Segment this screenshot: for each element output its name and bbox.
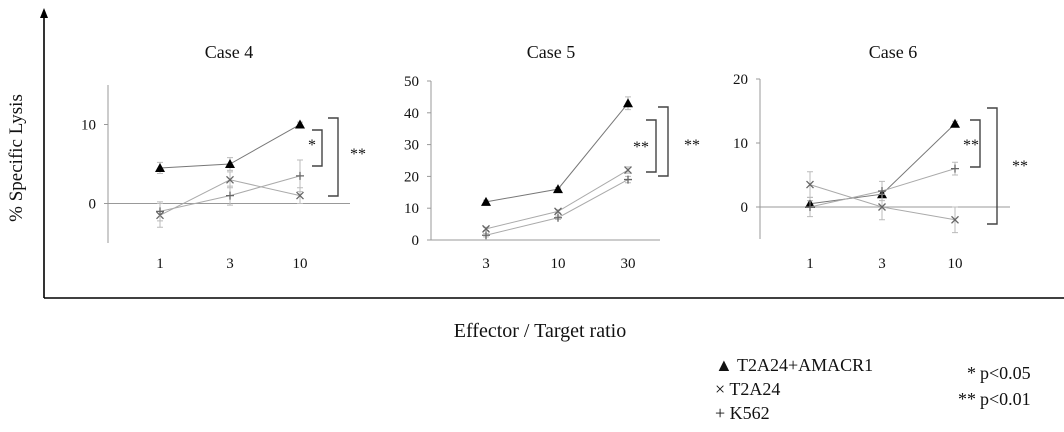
x-tick-label: 10 bbox=[551, 256, 566, 272]
x-tick-label: 3 bbox=[878, 256, 886, 272]
y-tick-label: 20 bbox=[733, 72, 748, 88]
significance-marker: ** bbox=[963, 137, 979, 154]
significance-bracket bbox=[646, 119, 657, 173]
plus-marker bbox=[482, 231, 490, 240]
triangle-marker bbox=[481, 196, 491, 206]
asterisk-icon: * bbox=[967, 363, 976, 383]
legend-label: T2A24 bbox=[729, 379, 781, 399]
plus-marker bbox=[156, 207, 164, 216]
x-tick-label: 30 bbox=[621, 256, 636, 272]
significance-marker: ** bbox=[684, 137, 700, 154]
significance-marker: * bbox=[308, 137, 316, 154]
outer-axes bbox=[40, 8, 1064, 299]
x-marker bbox=[226, 175, 234, 184]
legend-label: K562 bbox=[729, 403, 770, 423]
double-asterisk-icon: ** bbox=[958, 389, 976, 409]
y-tick-label: 30 bbox=[404, 138, 419, 154]
significance-bracket bbox=[312, 129, 323, 167]
panel-title: Case 5 bbox=[527, 42, 576, 62]
legend-label: T2A24+AMACR1 bbox=[737, 355, 874, 375]
series-triangle bbox=[481, 96, 633, 206]
cross-icon: × bbox=[715, 379, 726, 399]
triangle-marker bbox=[950, 118, 960, 128]
triangle-marker bbox=[623, 98, 633, 108]
significance-bracket bbox=[987, 107, 998, 225]
series-plus bbox=[806, 161, 959, 218]
significance-bracket bbox=[658, 106, 669, 177]
triangle-marker bbox=[155, 162, 165, 172]
y-tick-label: 0 bbox=[412, 233, 420, 249]
significance-label: p<0.05 bbox=[980, 363, 1031, 383]
x-marker bbox=[624, 166, 632, 174]
x-marker bbox=[296, 191, 304, 200]
plus-icon: + bbox=[715, 403, 726, 423]
plus-marker bbox=[878, 187, 886, 195]
x-marker bbox=[554, 207, 562, 216]
x-tick-label: 3 bbox=[226, 256, 234, 272]
series-x bbox=[482, 166, 632, 233]
significance-marker: ** bbox=[1012, 158, 1028, 175]
plus-marker bbox=[226, 191, 234, 200]
x-tick-label: 1 bbox=[156, 256, 164, 272]
panel-title: Case 4 bbox=[205, 42, 254, 62]
plus-marker bbox=[554, 213, 562, 222]
significance-bracket bbox=[970, 119, 981, 168]
legend-item-t2a24: × T2A24 bbox=[715, 377, 873, 401]
x-marker bbox=[878, 203, 886, 211]
series-triangle bbox=[155, 119, 305, 174]
significance-item: ** p<0.01 bbox=[950, 386, 1031, 412]
significance-legend: * p<0.05 ** p<0.01 bbox=[950, 360, 1031, 412]
y-tick-label: 20 bbox=[404, 169, 419, 185]
outer-y-arrow bbox=[40, 8, 48, 18]
y-tick-label: 50 bbox=[404, 74, 419, 90]
plus-marker bbox=[624, 175, 632, 184]
significance-marker: ** bbox=[350, 146, 366, 163]
x-marker bbox=[951, 215, 959, 224]
significance-item: * p<0.05 bbox=[950, 360, 1031, 386]
significance-bracket bbox=[328, 117, 339, 197]
y-tick-label: 0 bbox=[89, 197, 97, 213]
chart-panel-2: Case 5 0 10 20 30 40 50 3 10 30 ** ** bbox=[404, 42, 700, 272]
y-tick-label: 10 bbox=[81, 118, 96, 134]
plus-marker bbox=[951, 164, 959, 173]
panel-title: Case 6 bbox=[869, 42, 918, 62]
triangle-icon: ▲ bbox=[715, 355, 733, 375]
significance-marker: ** bbox=[633, 139, 649, 156]
series-plus bbox=[156, 159, 304, 222]
legend-item-k562: + K562 bbox=[715, 401, 873, 425]
plus-marker bbox=[806, 203, 814, 211]
y-tick-label: 10 bbox=[733, 136, 748, 152]
x-tick-label: 1 bbox=[806, 256, 814, 272]
y-axis-label: % Specific Lysis bbox=[6, 94, 27, 222]
triangle-marker bbox=[225, 159, 235, 168]
legend-item-t2a24-amacr1: ▲ T2A24+AMACR1 bbox=[715, 353, 873, 377]
chart-panel-3: Case 6 0 10 20 1 3 10 ** ** bbox=[733, 42, 1028, 272]
x-tick-label: 10 bbox=[948, 256, 963, 272]
series-line bbox=[485, 169, 629, 230]
y-tick-label: 40 bbox=[404, 106, 419, 122]
y-tick-label: 10 bbox=[404, 201, 419, 217]
y-tick-label: 0 bbox=[741, 200, 749, 216]
x-tick-label: 3 bbox=[482, 256, 490, 272]
series-x bbox=[806, 171, 959, 234]
x-marker bbox=[806, 180, 814, 189]
x-axis-label: Effector / Target ratio bbox=[454, 320, 626, 342]
x-marker bbox=[482, 224, 490, 233]
triangle-marker bbox=[295, 119, 305, 129]
significance-label: p<0.01 bbox=[980, 389, 1031, 409]
triangle-marker bbox=[553, 184, 563, 194]
series-legend: ▲ T2A24+AMACR1 × T2A24 + K562 bbox=[715, 353, 873, 425]
plus-marker bbox=[296, 171, 304, 180]
x-tick-label: 10 bbox=[293, 256, 308, 272]
series-plus bbox=[482, 175, 632, 240]
